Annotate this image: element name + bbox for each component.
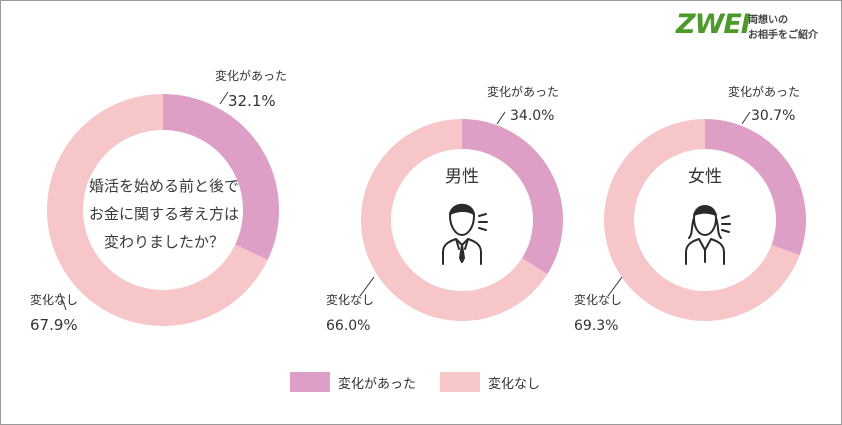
woman-speaking-icon — [685, 205, 731, 265]
man-speaking-icon — [442, 203, 488, 265]
survey-question: 婚活を始める前と後で お金に関する考え方は 変わりましたか？ — [74, 172, 254, 256]
legend-swatch — [440, 372, 480, 392]
brand-tagline-line: 両想いの — [748, 15, 788, 26]
question-line: お金に関する考え方は — [88, 205, 239, 223]
slice-unchanged — [361, 119, 548, 321]
callout-line — [219, 91, 229, 105]
legend-label: 変化があった — [338, 377, 417, 392]
donut-chart-women: 女性 変化があった 30.7% 変化なし 69.3% — [574, 84, 806, 334]
question-line: 変わりましたか？ — [103, 233, 224, 251]
callout-line — [607, 276, 623, 297]
callout-line — [741, 111, 751, 125]
donut-chart-overall: 変化があった 32.1% 変化なし 67.9% — [30, 68, 287, 334]
slice-unchanged — [604, 119, 800, 321]
slice-changed — [162, 94, 279, 261]
center-label: 男性 — [445, 167, 479, 187]
brand-tagline: 両想いの お相手をご紹介 — [748, 13, 818, 43]
slice-name-label: 変化があった — [728, 84, 800, 99]
callout-line — [59, 292, 67, 311]
callout-line — [496, 111, 506, 125]
slice-name-label: 変化なし — [326, 292, 374, 307]
slice-unchanged — [47, 94, 268, 326]
slice-value-label: 34.0% — [510, 108, 554, 124]
slice-value-label: 32.1% — [228, 92, 276, 110]
donut-chart-men: 男性 変化があった 34.0% 変化なし 66.0% — [326, 84, 563, 334]
slice-name-label: 変化なし — [30, 292, 78, 307]
brand-logo: ZWEI — [676, 9, 751, 40]
slice-value-label: 67.9% — [30, 316, 78, 334]
callout-line — [359, 276, 375, 297]
slice-name-label: 変化があった — [487, 84, 559, 99]
legend-swatch — [290, 372, 330, 392]
slice-name-label: 変化なし — [574, 292, 622, 307]
slice-changed — [461, 119, 563, 275]
question-line: 婚活を始める前と後で — [88, 177, 239, 195]
slice-value-label: 66.0% — [326, 318, 370, 334]
slice-value-label: 30.7% — [751, 108, 795, 124]
slice-value-label: 69.3% — [574, 318, 618, 334]
slice-changed — [704, 119, 806, 256]
legend-label: 変化なし — [488, 377, 541, 392]
brand-tagline-line: お相手をご紹介 — [748, 30, 818, 41]
slice-name-label: 変化があった — [215, 68, 287, 83]
center-label: 女性 — [688, 167, 722, 187]
